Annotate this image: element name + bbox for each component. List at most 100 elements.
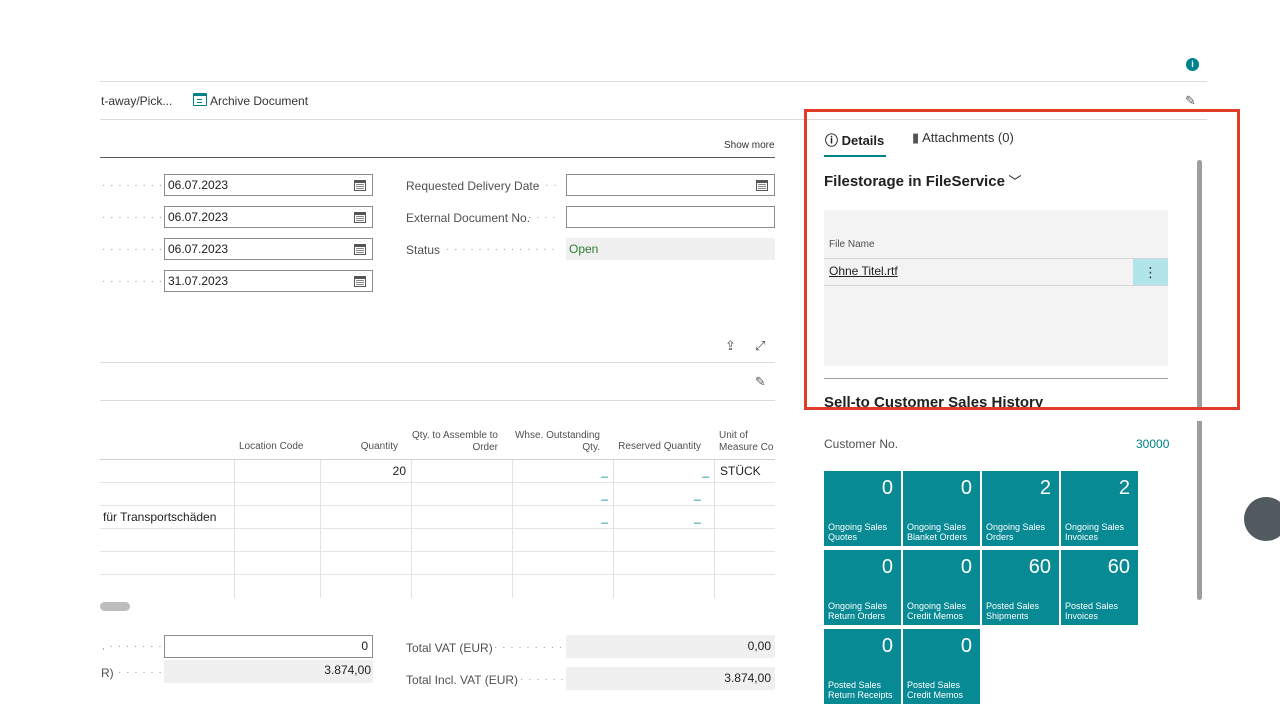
location-cell[interactable]: [235, 552, 321, 575]
external-document-no-field[interactable]: [566, 206, 775, 228]
tab-details[interactable]: ⓘ Details: [825, 130, 884, 149]
uom-cell[interactable]: [715, 552, 775, 575]
field-leader: · · · · · · · ·: [102, 180, 164, 191]
divider: [100, 400, 775, 401]
put-away-pick-action[interactable]: t-away/Pick...: [101, 94, 173, 108]
expand-icon[interactable]: ⤢: [755, 338, 766, 353]
side-panel-toggle[interactable]: [1244, 497, 1280, 541]
cue-posted-sales-shipments[interactable]: 60 Posted Sales Shipments: [982, 550, 1059, 625]
sales-history-title[interactable]: Sell-to Customer Sales History: [824, 394, 1044, 411]
cue-label: Posted Sales Credit Memos: [907, 680, 964, 700]
cue-ongoing-sales-credit-memos[interactable]: 0 Ongoing Sales Credit Memos: [903, 550, 980, 625]
description-cell[interactable]: [100, 483, 235, 506]
header-location-code[interactable]: Location Code: [239, 441, 304, 452]
archive-document-action[interactable]: Archive Document: [210, 94, 309, 108]
cue-label: Ongoing Sales Return Orders: [828, 601, 888, 621]
show-more-link[interactable]: Show more: [724, 140, 775, 151]
cue-ongoing-sales-quotes[interactable]: 0 Ongoing Sales Quotes: [824, 471, 901, 546]
location-cell[interactable]: [235, 506, 321, 529]
reserved-cell[interactable]: [614, 552, 715, 575]
uom-cell[interactable]: STÜCK: [715, 460, 775, 483]
quantity-cell[interactable]: [321, 506, 412, 529]
description-cell[interactable]: [100, 552, 235, 575]
calendar-icon[interactable]: [354, 276, 366, 287]
pin-icon[interactable]: ✎: [1185, 93, 1196, 108]
quantity-cell[interactable]: [321, 483, 412, 506]
cue-posted-sales-credit-memos[interactable]: 0 Posted Sales Credit Memos: [903, 629, 980, 704]
quantity-cell[interactable]: [321, 552, 412, 575]
whse-cell[interactable]: _: [513, 483, 614, 506]
location-cell[interactable]: [235, 483, 321, 506]
description-cell[interactable]: für Transportschäden: [100, 506, 235, 529]
reserved-cell[interactable]: _: [614, 483, 715, 506]
header-quantity[interactable]: Quantity: [360, 441, 398, 452]
file-name-link[interactable]: Ohne Titel.rtf: [829, 264, 898, 278]
header-whse-outstanding[interactable]: Whse. Outstanding Qty.: [514, 430, 600, 453]
total-vat-label: Total VAT (EUR): [406, 641, 493, 655]
quantity-cell[interactable]: [321, 529, 412, 552]
uom-cell[interactable]: [715, 529, 775, 552]
date-field-3[interactable]: 06.07.2023: [164, 238, 373, 260]
file-row[interactable]: [824, 258, 1168, 286]
assemble-cell[interactable]: [412, 460, 513, 483]
location-cell[interactable]: [235, 460, 321, 483]
total-field-1[interactable]: 0: [164, 635, 373, 658]
whse-cell[interactable]: [513, 529, 614, 552]
location-cell[interactable]: [235, 529, 321, 552]
reserved-cell[interactable]: _: [614, 506, 715, 529]
uom-cell[interactable]: [715, 506, 775, 529]
quantity-cell[interactable]: [321, 575, 412, 598]
cue-posted-sales-return-receipts[interactable]: 0 Posted Sales Return Receipts: [824, 629, 901, 704]
customer-no-label: Customer No.: [824, 437, 899, 451]
reserved-cell[interactable]: [614, 575, 715, 598]
field-leader: · · · ·: [528, 212, 557, 223]
date-field-1[interactable]: 06.07.2023: [164, 174, 373, 196]
whse-cell[interactable]: _: [513, 506, 614, 529]
date-field-4[interactable]: 31.07.2023: [164, 270, 373, 292]
quantity-cell[interactable]: 20: [321, 460, 412, 483]
cue-ongoing-sales-orders[interactable]: 2 Ongoing Sales Orders: [982, 471, 1059, 546]
cue-label: Posted Sales Shipments: [986, 601, 1040, 621]
uom-cell[interactable]: [715, 483, 775, 506]
header-qty-to-assemble[interactable]: Qty. to Assemble to Order: [412, 430, 498, 453]
header-reserved-quantity[interactable]: Reserved Quantity: [618, 441, 701, 452]
uom-cell[interactable]: [715, 575, 775, 598]
reserved-cell[interactable]: _: [614, 460, 715, 483]
whse-cell[interactable]: [513, 575, 614, 598]
cue-ongoing-sales-invoices[interactable]: 2 Ongoing Sales Invoices: [1061, 471, 1138, 546]
calendar-icon[interactable]: [354, 180, 366, 191]
share-icon[interactable]: ⇪: [725, 338, 736, 353]
assemble-cell[interactable]: [412, 529, 513, 552]
factbox-scrollbar[interactable]: [1197, 160, 1202, 600]
horizontal-scrollbar[interactable]: [100, 602, 130, 611]
file-name-header[interactable]: File Name: [829, 239, 875, 250]
description-cell[interactable]: [100, 529, 235, 552]
chevron-down-icon[interactable]: ﹀: [1004, 174, 1022, 189]
assemble-cell[interactable]: [412, 575, 513, 598]
date-field-2[interactable]: 06.07.2023: [164, 206, 373, 228]
assemble-cell[interactable]: [412, 506, 513, 529]
calendar-icon[interactable]: [756, 180, 768, 191]
pin-icon[interactable]: ✎: [755, 374, 766, 389]
assemble-cell[interactable]: [412, 483, 513, 506]
requested-delivery-date-field[interactable]: [566, 174, 775, 196]
header-unit-of-measure[interactable]: Unit of Measure Co: [719, 430, 774, 453]
cue-ongoing-sales-blanket-orders[interactable]: 0 Ongoing Sales Blanket Orders: [903, 471, 980, 546]
description-cell[interactable]: [100, 575, 235, 598]
cue-posted-sales-invoices[interactable]: 60 Posted Sales Invoices: [1061, 550, 1138, 625]
reserved-cell[interactable]: [614, 529, 715, 552]
filestorage-title[interactable]: Filestorage in FileService ﹀: [824, 171, 1022, 190]
description-cell[interactable]: [100, 460, 235, 483]
cue-ongoing-sales-return-orders[interactable]: 0 Ongoing Sales Return Orders: [824, 550, 901, 625]
tab-attachments[interactable]: ▮ Attachments (0): [912, 130, 1014, 146]
info-icon[interactable]: i: [1186, 58, 1199, 71]
location-cell[interactable]: [235, 575, 321, 598]
whse-cell[interactable]: [513, 552, 614, 575]
whse-cell[interactable]: _: [513, 460, 614, 483]
assemble-cell[interactable]: [412, 552, 513, 575]
calendar-icon[interactable]: [354, 244, 366, 255]
calendar-icon[interactable]: [354, 212, 366, 223]
customer-no-value[interactable]: 30000: [1136, 437, 1170, 451]
cue-label: Ongoing Sales Quotes: [828, 522, 888, 542]
row-menu-icon[interactable]: ⋮: [1133, 259, 1168, 285]
